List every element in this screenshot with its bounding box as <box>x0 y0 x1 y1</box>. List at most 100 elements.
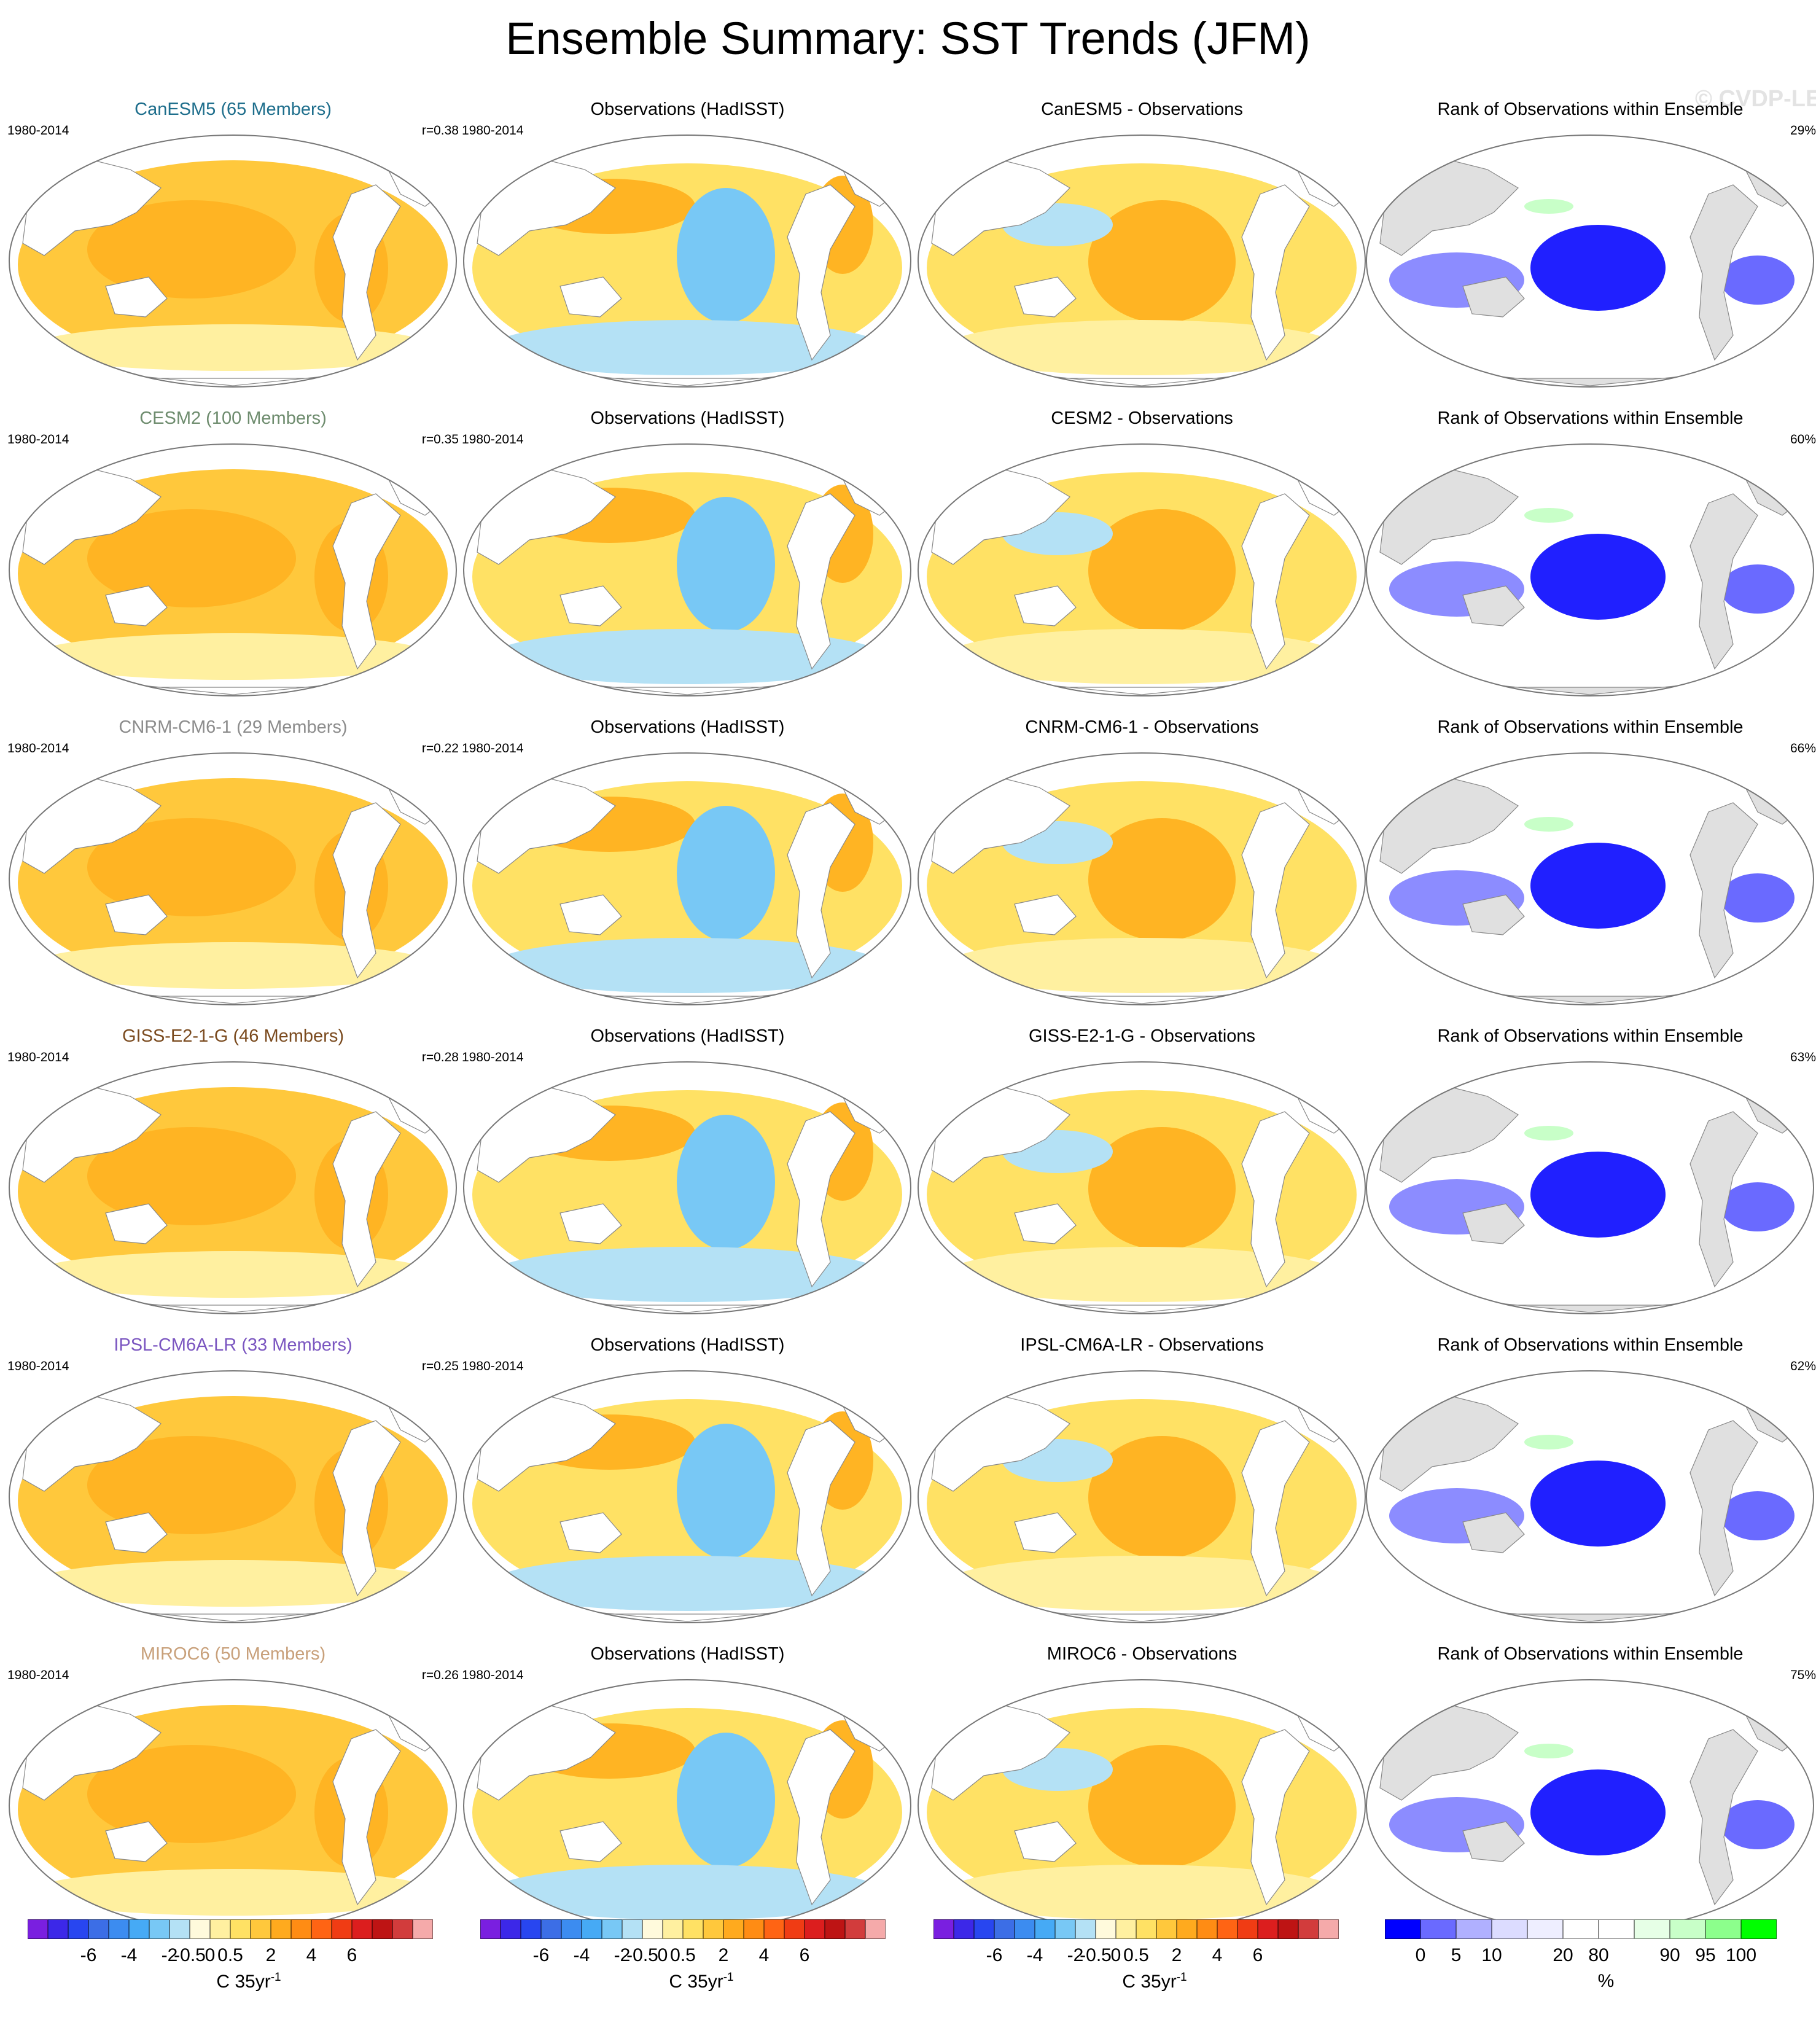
field-region <box>945 629 1338 684</box>
colorbar-swatch <box>1258 1919 1278 1939</box>
land-mass <box>787 493 855 670</box>
field-region <box>1088 1127 1236 1250</box>
figure-title: Ensemble Summary: SST Trends (JFM) <box>505 13 1311 64</box>
colorbar-tick-label: 0 <box>205 1945 216 1965</box>
land-mass <box>332 1111 401 1288</box>
field-region <box>945 1865 1338 1920</box>
globe-map <box>918 1061 1366 1314</box>
land-mass <box>559 585 622 626</box>
field-region <box>1721 1182 1795 1231</box>
obs-panel: Observations (HadISST) 1980-2014 <box>462 98 913 408</box>
colorbar-swatch <box>1492 1919 1527 1939</box>
colorbar-swatch <box>291 1919 311 1939</box>
colorbar-swatch <box>501 1919 521 1939</box>
globe-map <box>9 443 457 696</box>
colorbar-tick-label: 0 <box>1110 1945 1121 1965</box>
colorbar-swatch <box>1015 1919 1035 1939</box>
land-mass <box>105 1512 168 1553</box>
colorbar-swatch <box>521 1919 541 1939</box>
field-region <box>491 938 884 993</box>
panel-title: Rank of Observations within Ensemble <box>1437 717 1744 737</box>
colorbar-swatch <box>744 1919 764 1939</box>
colorbar-swatch <box>48 1919 68 1939</box>
map-field <box>1366 444 1814 696</box>
rank-percent: 29% <box>1790 123 1816 138</box>
colorbar-swatch <box>271 1919 291 1939</box>
globe-map <box>9 752 457 1005</box>
panel-title: MIROC6 - Observations <box>1046 1644 1237 1664</box>
globe-outline <box>9 1370 457 1623</box>
colorbar-tick-label: -0.5 <box>174 1945 206 1965</box>
colorbar-tick-label: -0.5 <box>1080 1945 1112 1965</box>
panel-title: Observations (HadISST) <box>590 1335 785 1355</box>
land-mass <box>1689 493 1758 670</box>
land-mass <box>1014 894 1077 935</box>
rank-panel: Rank of Observations within Ensemble 62% <box>1365 1334 1816 1644</box>
colorbar-swatch <box>170 1919 190 1939</box>
obs-panel: Observations (HadISST) 1980-2014 <box>462 1334 913 1644</box>
colorbar-swatch <box>1035 1919 1055 1939</box>
globe-outline <box>918 135 1366 388</box>
panel-title: CanESM5 (65 Members) <box>134 99 332 119</box>
globe-map <box>463 1061 911 1314</box>
field-region <box>945 1556 1338 1611</box>
map-field <box>918 444 1365 696</box>
land-mass <box>1689 802 1758 979</box>
colorbar-tick-label: 0 <box>1415 1945 1426 1965</box>
globe-outline <box>9 1061 457 1314</box>
globe-map <box>463 1679 911 1932</box>
panel-title: CNRM-CM6-1 (29 Members) <box>119 717 348 737</box>
land-mass <box>105 585 168 626</box>
globe-map <box>1366 135 1814 388</box>
colorbar-rank: 0 5 10 20 80 90 95 100 % <box>1385 1919 1816 2005</box>
field-region <box>87 200 296 298</box>
globe-map <box>463 752 911 1005</box>
colorbar-swatch <box>28 1919 48 1939</box>
colorbar-swatch <box>1096 1919 1116 1939</box>
field-region <box>1530 1461 1666 1547</box>
colorbar-sst-obs: -6 -4 -2 -0.5 0 0.5 2 4 6 C 35yr-1 <box>480 1919 922 2005</box>
land-mass <box>332 1420 401 1597</box>
colorbar-swatch <box>190 1919 210 1939</box>
globe-outline <box>9 135 457 388</box>
field-region <box>1530 1769 1666 1855</box>
land-mass <box>559 276 622 318</box>
globe-outline <box>918 1061 1366 1314</box>
map-field <box>1366 1062 1814 1314</box>
map-field <box>918 753 1365 1005</box>
land-mass <box>787 184 855 361</box>
colorbar-tick-label: 0.5 <box>670 1945 696 1965</box>
colorbar-unit: C 35yr-1 <box>1122 1971 1187 1992</box>
panel-title: CESM2 (100 Members) <box>139 408 327 428</box>
colorbar-swatch <box>109 1919 129 1939</box>
field-region <box>677 1733 775 1868</box>
field-region <box>1721 1800 1795 1849</box>
field-region <box>1524 199 1573 214</box>
globe-map <box>463 443 911 696</box>
land-mass <box>1241 802 1310 979</box>
colorbar-tick-label: 5 <box>1451 1945 1462 1965</box>
colorbar-swatch <box>994 1919 1015 1939</box>
land-mass <box>105 1821 168 1862</box>
colorbar-swatch <box>413 1919 433 1939</box>
field-region <box>1530 843 1666 929</box>
globe-outline <box>1366 1370 1814 1623</box>
globe-map <box>1366 1370 1814 1623</box>
colorbar-swatch <box>1599 1919 1634 1939</box>
panel-title: Rank of Observations within Ensemble <box>1437 99 1744 119</box>
rank-percent: 75% <box>1790 1668 1816 1682</box>
globe-outline <box>1366 752 1814 1005</box>
globe-map <box>1366 1679 1814 1932</box>
field-region <box>30 633 435 680</box>
colorbar-swatch <box>602 1919 622 1939</box>
period-label: 1980-2014 <box>7 1359 69 1373</box>
globe-map <box>918 135 1366 388</box>
pattern-correlation: r=0.35 <box>421 432 459 447</box>
panel-title: Observations (HadISST) <box>590 1026 785 1046</box>
map-field <box>918 1680 1365 1932</box>
land-mass <box>1014 1512 1077 1553</box>
colorbar-tick-label: 2 <box>1171 1945 1182 1965</box>
globe-map <box>9 1370 457 1623</box>
period-label: 1980-2014 <box>462 741 524 755</box>
period-label: 1980-2014 <box>462 1050 524 1064</box>
